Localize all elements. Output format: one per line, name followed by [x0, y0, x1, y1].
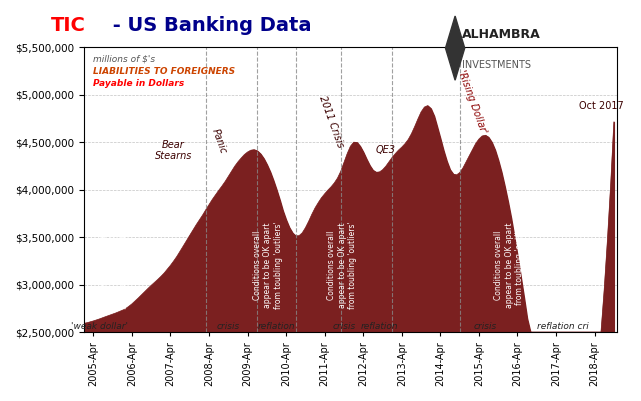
Text: crisis: crisis	[332, 322, 356, 331]
Text: 'Rising Dollar': 'Rising Dollar'	[456, 68, 489, 135]
Text: millions of $'s: millions of $'s	[94, 54, 156, 63]
Text: TIC: TIC	[51, 16, 86, 35]
Text: Oct 2017: Oct 2017	[579, 101, 623, 111]
Text: Bear
Stearns: Bear Stearns	[155, 140, 192, 161]
Text: INVESTMENTS: INVESTMENTS	[462, 60, 531, 70]
Text: Conditions overall
appear to be OK apart
from toubling 'outliers': Conditions overall appear to be OK apart…	[327, 222, 357, 310]
Text: - US Banking Data: - US Banking Data	[106, 16, 312, 35]
Text: QE3: QE3	[376, 144, 396, 154]
Text: reflation cri: reflation cri	[537, 322, 588, 331]
Text: Panic: Panic	[210, 128, 228, 156]
Text: Conditions overall
appear to be OK apart
from toubling 'outliers': Conditions overall appear to be OK apart…	[99, 222, 129, 310]
Text: reflation: reflation	[258, 322, 296, 331]
Text: 2011 Crisis: 2011 Crisis	[317, 94, 345, 149]
Text: reflation: reflation	[361, 322, 398, 331]
Text: Conditions overall
appear to be OK apart
from toubling 'outliers': Conditions overall appear to be OK apart…	[253, 222, 283, 310]
Text: Conditions overall
appear to be OK apart
from toubling 'outlie: Conditions overall appear to be OK apart…	[494, 223, 524, 308]
Text: ALHAMBRA: ALHAMBRA	[462, 28, 540, 41]
Text: Payable in Dollars: Payable in Dollars	[94, 79, 185, 88]
Text: crisis: crisis	[217, 322, 240, 331]
Text: crisis: crisis	[474, 322, 497, 331]
Text: 'weak dollar': 'weak dollar'	[71, 322, 128, 331]
Text: LIABILITIES TO FOREIGNERS: LIABILITIES TO FOREIGNERS	[94, 67, 235, 76]
